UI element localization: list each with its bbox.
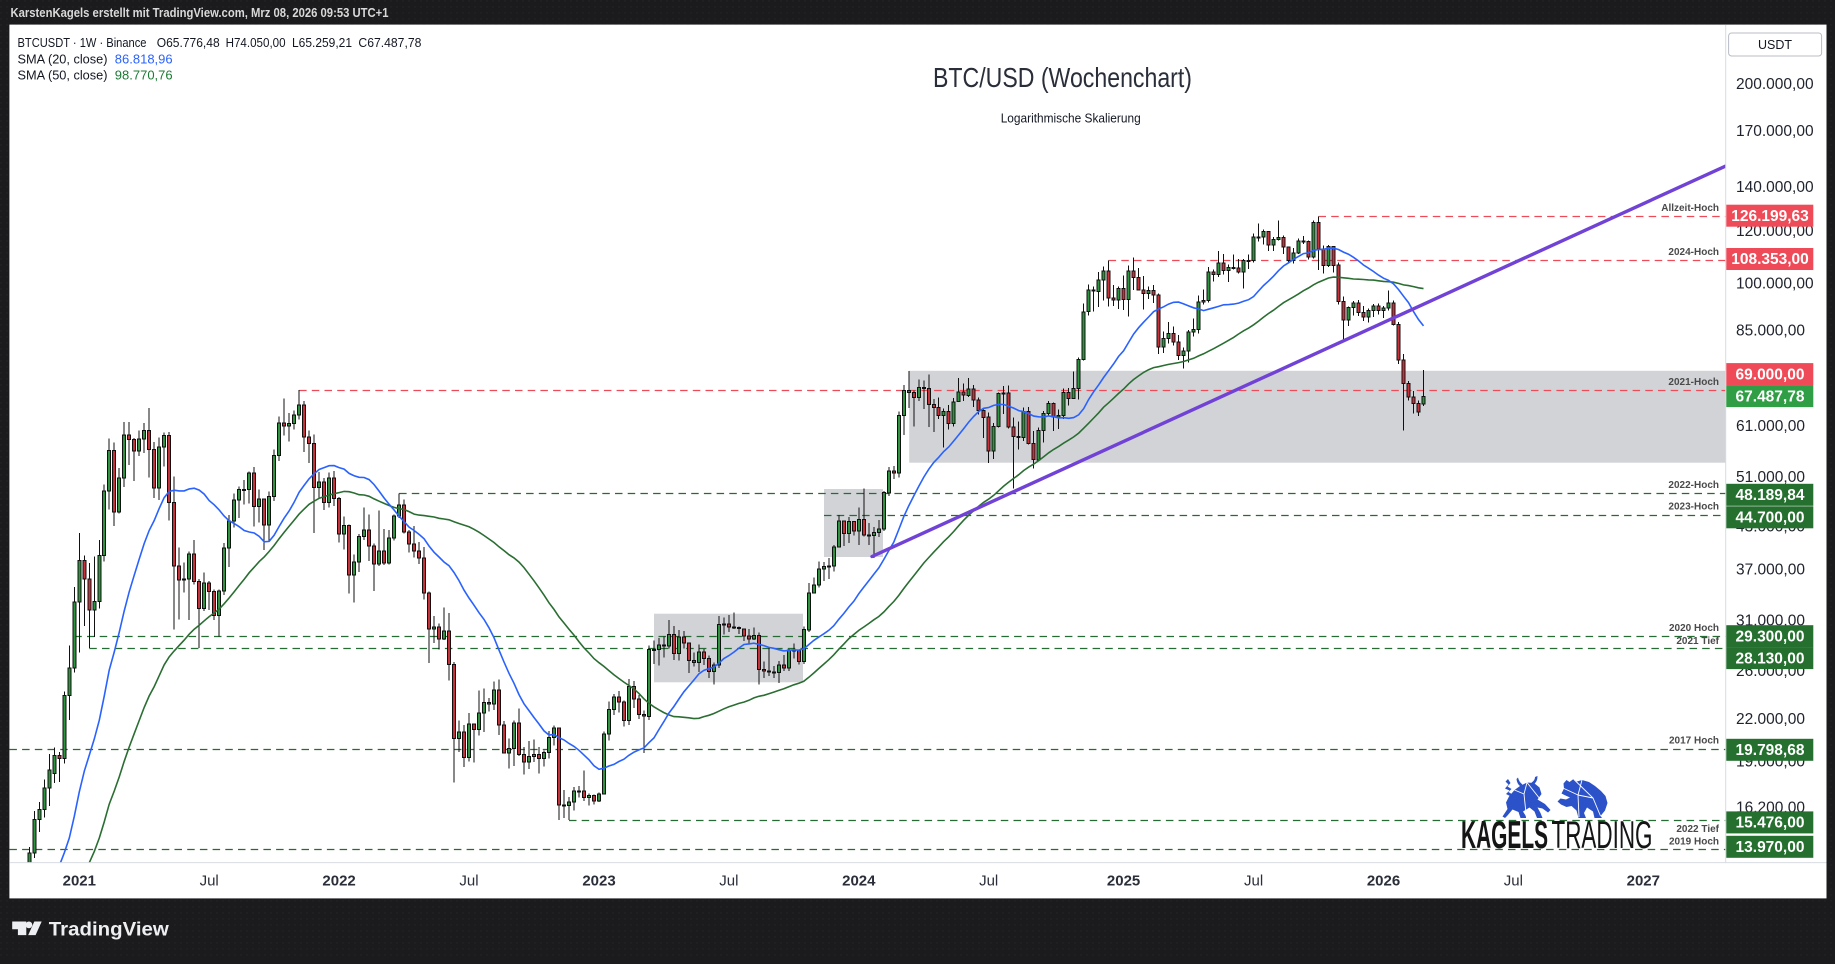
svg-text:Jul: Jul xyxy=(1504,873,1523,890)
svg-text:15.476,00: 15.476,00 xyxy=(1736,815,1805,832)
svg-text:98.770,76: 98.770,76 xyxy=(115,68,173,83)
svg-text:2022-Hoch: 2022-Hoch xyxy=(1668,480,1719,491)
svg-text:48.189,84: 48.189,84 xyxy=(1736,487,1805,504)
svg-text:44.700,00: 44.700,00 xyxy=(1736,510,1805,527)
svg-text:Jul: Jul xyxy=(1244,873,1263,890)
svg-text:USDT: USDT xyxy=(1758,38,1792,52)
svg-text:Jul: Jul xyxy=(979,873,998,890)
svg-text:2022: 2022 xyxy=(322,873,355,890)
svg-text:2021-Hoch: 2021-Hoch xyxy=(1668,377,1719,388)
svg-text:51.000,00: 51.000,00 xyxy=(1736,469,1805,486)
svg-text:SMA (50, close): SMA (50, close) xyxy=(18,68,108,83)
svg-text:2024: 2024 xyxy=(842,873,876,890)
svg-text:2023-Hoch: 2023-Hoch xyxy=(1668,502,1719,513)
svg-text:2023: 2023 xyxy=(582,873,615,890)
svg-text:Allzeit-Hoch: Allzeit-Hoch xyxy=(1661,203,1719,214)
svg-text:2020 Hoch: 2020 Hoch xyxy=(1669,623,1719,634)
svg-text:28.130,00: 28.130,00 xyxy=(1736,650,1805,667)
svg-text:TradingView: TradingView xyxy=(49,918,170,940)
svg-text:Jul: Jul xyxy=(200,873,219,890)
svg-text:61.000,00: 61.000,00 xyxy=(1736,418,1805,435)
svg-text:O65.776,48: O65.776,48 xyxy=(157,35,220,50)
svg-text:2024-Hoch: 2024-Hoch xyxy=(1668,247,1719,258)
svg-text:108.353,00: 108.353,00 xyxy=(1731,251,1809,268)
svg-text:19.798,68: 19.798,68 xyxy=(1736,742,1805,759)
svg-text:2021: 2021 xyxy=(63,873,96,890)
svg-text:22.000,00: 22.000,00 xyxy=(1736,711,1805,728)
svg-text:2022 Tief: 2022 Tief xyxy=(1676,824,1719,835)
svg-text:31.000,00: 31.000,00 xyxy=(1736,612,1805,629)
svg-text:2026: 2026 xyxy=(1367,873,1400,890)
svg-text:69.000,00: 69.000,00 xyxy=(1736,366,1805,383)
svg-text:2021 Tief: 2021 Tief xyxy=(1676,636,1719,647)
svg-text:C67.487,78: C67.487,78 xyxy=(358,35,421,50)
svg-text:2019 Hoch: 2019 Hoch xyxy=(1669,837,1719,848)
svg-text:H74.050,00: H74.050,00 xyxy=(226,35,286,50)
svg-text:Logarithmische Skalierung: Logarithmische Skalierung xyxy=(1001,111,1141,126)
svg-text:126.199,63: 126.199,63 xyxy=(1731,208,1809,225)
svg-text:2025: 2025 xyxy=(1107,873,1140,890)
svg-text:86.818,96: 86.818,96 xyxy=(115,51,173,66)
svg-text:SMA (20, close): SMA (20, close) xyxy=(18,51,108,66)
svg-text:Jul: Jul xyxy=(719,873,738,890)
svg-text:2027: 2027 xyxy=(1627,873,1660,890)
svg-text:37.000,00: 37.000,00 xyxy=(1736,562,1805,579)
svg-text:13.970,00: 13.970,00 xyxy=(1736,839,1805,856)
svg-text:BTCUSDT · 1W · Binance: BTCUSDT · 1W · Binance xyxy=(18,35,147,50)
svg-text:2017 Hoch: 2017 Hoch xyxy=(1669,736,1719,747)
svg-text:120.000,00: 120.000,00 xyxy=(1736,223,1814,240)
svg-text:29.300,00: 29.300,00 xyxy=(1736,628,1805,645)
svg-text:KarstenKagels erstellt mit Tra: KarstenKagels erstellt mit TradingView.c… xyxy=(11,5,389,20)
svg-text:100.000,00: 100.000,00 xyxy=(1736,276,1814,293)
svg-text:85.000,00: 85.000,00 xyxy=(1736,322,1805,339)
svg-text:Jul: Jul xyxy=(459,873,478,890)
svg-text:140.000,00: 140.000,00 xyxy=(1736,179,1814,196)
svg-text:67.487,78: 67.487,78 xyxy=(1736,388,1805,405)
svg-text:200.000,00: 200.000,00 xyxy=(1736,76,1814,93)
svg-text:BTC/USD (Wochenchart): BTC/USD (Wochenchart) xyxy=(933,62,1192,93)
svg-text:170.000,00: 170.000,00 xyxy=(1736,123,1814,140)
svg-text:L65.259,21: L65.259,21 xyxy=(292,35,352,50)
